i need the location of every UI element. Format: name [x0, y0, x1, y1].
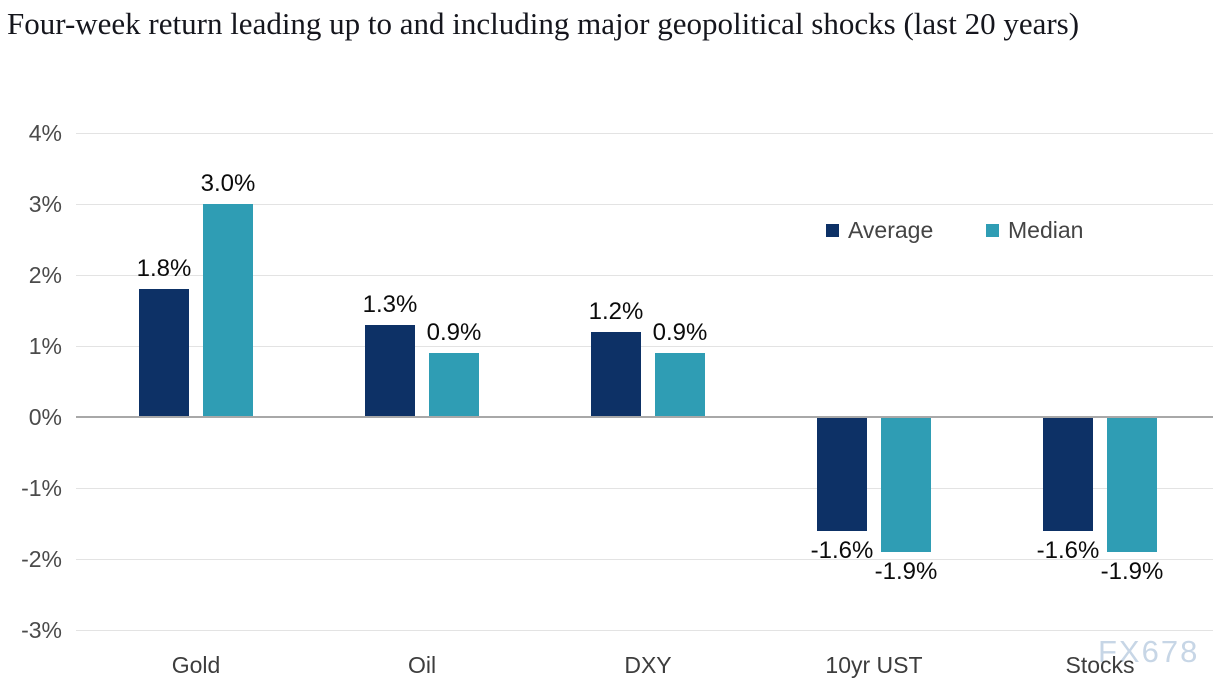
- gridline: [76, 275, 1213, 276]
- bar-average-stocks: [1043, 417, 1093, 531]
- legend-label-average: Average: [848, 217, 934, 243]
- bar-average-dxy: [591, 331, 641, 417]
- x-category-label-oil: Oil: [407, 652, 437, 678]
- bar-value-label-average-dxy: 1.2%: [588, 297, 644, 325]
- bar-value-label-median-stocks: -1.9%: [1100, 557, 1164, 585]
- y-tick-label: -1%: [21, 475, 62, 501]
- bar-value-label-median-10yr-ust: -1.9%: [874, 557, 938, 585]
- y-tick-label: 3%: [28, 191, 62, 217]
- x-category-label-10yr-ust: 10yr UST: [825, 652, 923, 678]
- bar-median-dxy: [655, 353, 705, 417]
- x-category-label-gold: Gold: [171, 652, 221, 678]
- bar-value-label-average-gold: 1.8%: [136, 255, 192, 283]
- bar-median-stocks: [1107, 417, 1157, 552]
- bar-value-label-average-oil: 1.3%: [362, 290, 418, 318]
- y-tick-label: 1%: [28, 333, 62, 359]
- legend-swatch-median-icon: [986, 224, 999, 237]
- bar-average-oil: [365, 324, 415, 417]
- gridline: [76, 204, 1213, 205]
- x-category-label-dxy: DXY: [624, 652, 672, 678]
- bar-median-gold: [203, 204, 253, 417]
- y-tick-label: -2%: [21, 546, 62, 572]
- chart-title: Four-week return leading up to and inclu…: [7, 6, 1080, 41]
- gridline: [76, 346, 1213, 347]
- bar-average-10yr-ust: [817, 417, 867, 531]
- bar-value-label-median-dxy: 0.9%: [652, 319, 708, 347]
- y-tick-label: -3%: [21, 617, 62, 643]
- gridline: [76, 630, 1213, 631]
- bar-median-10yr-ust: [881, 417, 931, 552]
- legend-label-median: Median: [1008, 217, 1084, 243]
- y-tick-label: 0%: [28, 404, 62, 430]
- watermark: FX678: [1098, 634, 1200, 669]
- y-tick-label: 4%: [28, 120, 62, 146]
- gridline: [76, 559, 1213, 560]
- bar-value-label-median-oil: 0.9%: [426, 319, 482, 347]
- gridline: [76, 133, 1213, 134]
- legend-swatch-average-icon: [826, 224, 839, 237]
- bar-value-label-median-gold: 3.0%: [200, 170, 256, 197]
- zero-axis-line: [76, 416, 1213, 418]
- bar-value-label-average-stocks: -1.6%: [1036, 536, 1100, 564]
- bar-average-gold: [139, 289, 189, 417]
- x-category-label-stocks: Stocks: [1065, 652, 1135, 678]
- y-tick-label: 2%: [28, 262, 62, 288]
- gridline: [76, 488, 1213, 489]
- bar-median-oil: [429, 353, 479, 417]
- bar-value-label-average-10yr-ust: -1.6%: [810, 536, 874, 564]
- legend-item-average: Average: [826, 217, 933, 244]
- legend-item-median: Median: [986, 217, 1083, 244]
